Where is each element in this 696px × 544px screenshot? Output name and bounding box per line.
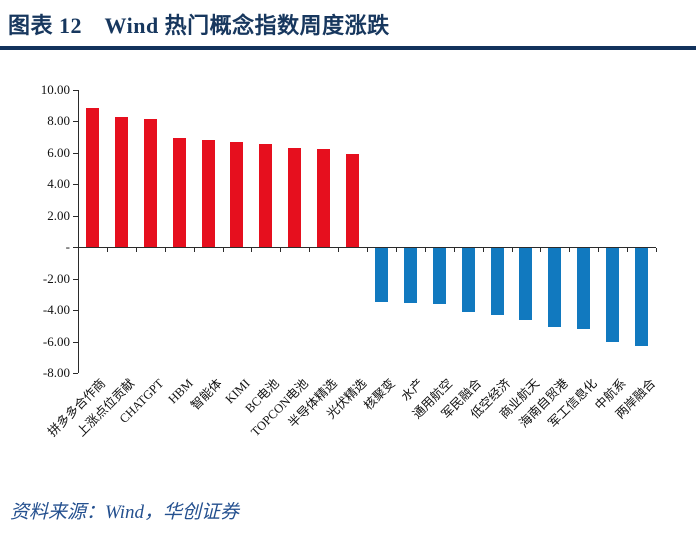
x-axis-tick	[598, 248, 600, 252]
chart-bar	[606, 248, 620, 342]
y-axis-tick-label: -2.00	[42, 270, 70, 286]
chart-bar	[490, 248, 504, 315]
y-axis-tick	[73, 310, 78, 311]
chart-bar	[432, 248, 446, 304]
x-axis-tick	[367, 248, 368, 252]
x-axis-tick	[424, 248, 426, 252]
chart-bar	[461, 248, 475, 312]
x-axis-tick	[135, 248, 137, 252]
chart-bar	[201, 139, 215, 247]
x-axis-tick	[78, 248, 79, 252]
y-axis-tick-label: -6.00	[42, 333, 70, 349]
y-axis-tick	[73, 373, 78, 374]
category-label: 智能体	[187, 376, 225, 413]
chart-bar	[519, 248, 533, 320]
y-axis-tick-label: -4.00	[42, 302, 70, 317]
x-axis-tick	[395, 248, 397, 252]
x-axis-tick	[656, 248, 657, 252]
chart-bar	[259, 143, 273, 247]
chart-bar	[403, 248, 417, 304]
y-axis-tick	[73, 121, 78, 122]
y-axis-tick	[73, 184, 78, 185]
y-axis-tick-label: 8.00	[47, 113, 70, 128]
x-axis-tick	[193, 248, 195, 252]
y-axis-tick	[73, 89, 78, 91]
chart-bar	[548, 248, 562, 327]
x-axis-tick	[482, 248, 484, 252]
x-axis-tick	[106, 248, 108, 252]
y-axis-tick	[73, 152, 78, 154]
x-axis-tick	[251, 248, 253, 252]
y-axis-tick-label: 10.00	[40, 81, 70, 97]
title-underline	[0, 46, 696, 50]
y-axis-tick	[73, 247, 78, 248]
chart-bar	[635, 248, 649, 347]
chart-bar	[288, 147, 302, 247]
x-axis-tick	[540, 248, 542, 252]
source-note: 资料来源：Wind，华创证券	[10, 502, 240, 523]
chart-bar	[346, 154, 360, 247]
category-label: 核聚变	[361, 376, 398, 413]
y-axis-tick-label: 6.00	[47, 144, 70, 160]
chart-bar	[114, 117, 128, 247]
chart-bar	[374, 248, 388, 303]
x-axis-tick	[222, 248, 224, 252]
x-axis-line	[78, 247, 656, 248]
x-axis-tick	[511, 248, 513, 252]
y-axis-tick-label: -	[65, 239, 70, 254]
bar-chart: 10.00 8.00 6.00 4.00 2.00 - -2.00 -4.00 -6.00 -8.…	[0, 60, 696, 490]
x-axis-tick	[280, 248, 282, 252]
y-axis-tick	[73, 341, 78, 343]
y-axis-tick-label: -8.00	[42, 365, 70, 380]
x-axis-tick	[338, 248, 340, 252]
y-axis-tick	[73, 278, 78, 280]
y-axis-tick-label: 2.00	[47, 207, 70, 223]
x-axis-tick	[627, 248, 629, 252]
chart-bar	[577, 248, 591, 330]
chart-bar	[143, 119, 157, 247]
chart-bar	[172, 138, 186, 247]
x-axis-tick	[309, 248, 311, 252]
chart-title: 图表 12 Wind 热门概念指数周度涨跌	[8, 13, 390, 38]
x-axis-tick	[569, 248, 571, 252]
chart-bar	[85, 107, 99, 247]
y-axis-line	[78, 90, 79, 373]
x-axis-tick	[453, 248, 455, 252]
x-axis-tick	[164, 248, 166, 252]
y-axis-tick	[73, 215, 78, 217]
chart-bar	[317, 149, 331, 247]
chart-bar	[230, 142, 244, 247]
y-axis-tick-label: 4.00	[47, 176, 70, 191]
